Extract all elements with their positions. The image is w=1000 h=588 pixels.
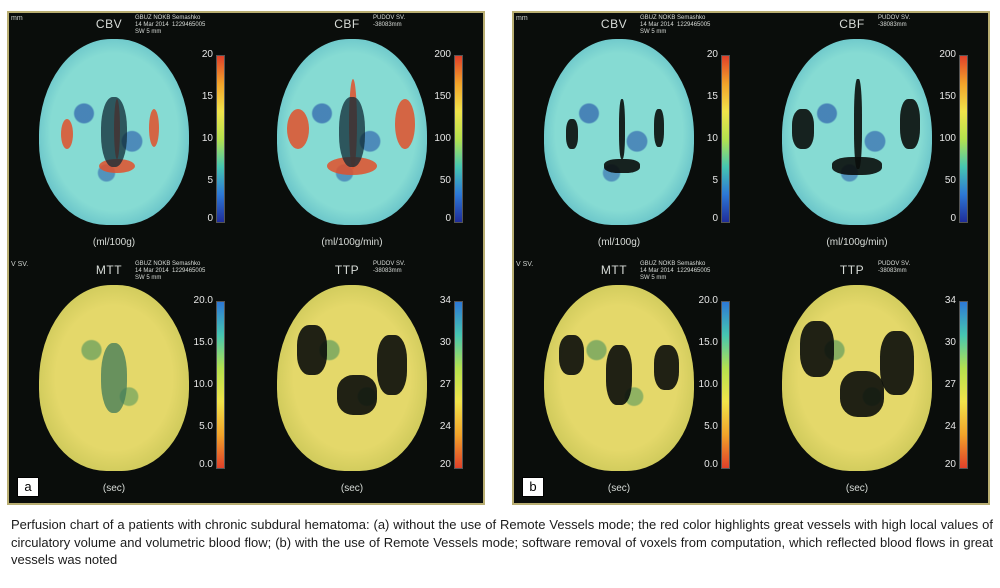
- map-title: CBV: [95, 17, 123, 31]
- scale-tick: 34: [944, 295, 956, 306]
- mtt-map-b: V SV. MTT GBUZ NOKB Semashko 14 Mar 2014…: [514, 259, 752, 503]
- cbf-map-a: CBF PUDOV SV. -38083mm 200 150 100 50 0 …: [247, 13, 483, 257]
- scale-tick: 34: [439, 295, 451, 306]
- brain-scan-image: [782, 285, 932, 471]
- map-metadata: PUDOV SV. -38083mm: [878, 261, 911, 274]
- edge-fragment-mid: V SV.: [11, 261, 29, 268]
- figure-panel-a: mm CBV GBUZ NOKB Semashko 14 Mar 2014 12…: [7, 11, 485, 505]
- color-scale-bar: [216, 55, 225, 223]
- scale-tick: 20: [439, 459, 451, 470]
- figure-panel-b: mm CBV GBUZ NOKB Semashko 14 Mar 2014 12…: [512, 11, 990, 505]
- color-scale-bar: [959, 301, 968, 469]
- scale-tick: 5.0: [199, 421, 213, 432]
- scale-tick: 10.0: [698, 379, 718, 390]
- map-unit-label: (sec): [102, 483, 126, 494]
- scale-tick: 0: [445, 213, 451, 224]
- scale-tick: 10: [706, 133, 718, 144]
- scale-tick: 10: [201, 133, 213, 144]
- scale-tick: 10.0: [193, 379, 213, 390]
- scale-tick: 0.0: [704, 459, 718, 470]
- map-title: MTT: [95, 263, 123, 277]
- scale-tick: 0: [712, 213, 718, 224]
- scale-tick: 0: [950, 213, 956, 224]
- map-metadata: PUDOV SV. -38083mm: [878, 15, 911, 28]
- map-unit-label: (sec): [607, 483, 631, 494]
- scale-tick: 15.0: [698, 337, 718, 348]
- edge-fragment-top: mm: [11, 15, 23, 22]
- scale-tick: 27: [944, 379, 956, 390]
- brain-scan-image: [544, 39, 694, 225]
- cbv-map-a: CBV GBUZ NOKB Semashko 14 Mar 2014 12294…: [9, 13, 247, 257]
- scale-tick: 20: [706, 49, 718, 60]
- scale-tick: 5: [712, 175, 718, 186]
- figure-caption: Perfusion chart of a patients with chron…: [11, 517, 993, 567]
- brain-scan-image: [39, 285, 189, 471]
- brain-scan-image: [39, 39, 189, 225]
- scale-tick: 200: [939, 49, 956, 60]
- scale-tick: 15: [201, 91, 213, 102]
- scale-tick: 20: [201, 49, 213, 60]
- color-scale-bar: [454, 301, 463, 469]
- edge-fragment-top: mm: [516, 15, 528, 22]
- scale-tick: 30: [944, 337, 956, 348]
- scale-tick: 5.0: [704, 421, 718, 432]
- scale-tick: 150: [434, 91, 451, 102]
- color-scale-bar: [216, 301, 225, 469]
- map-metadata: GBUZ NOKB Semashko 14 Mar 2014 122946500…: [640, 15, 711, 35]
- panel-label: a: [17, 477, 39, 497]
- scale-tick: 24: [944, 421, 956, 432]
- map-metadata: PUDOV SV. -38083mm: [373, 261, 406, 274]
- map-metadata: GBUZ NOKB Semashko 14 Mar 2014 122946500…: [640, 261, 711, 281]
- scale-tick: 20: [944, 459, 956, 470]
- brain-scan-image: [277, 39, 427, 225]
- scale-tick: 20.0: [193, 295, 213, 306]
- map-title: CBF: [839, 17, 865, 31]
- map-unit-label: (ml/100g): [92, 237, 136, 248]
- color-scale-bar: [959, 55, 968, 223]
- brain-scan-image: [277, 285, 427, 471]
- scale-tick: 15: [706, 91, 718, 102]
- color-scale-bar: [721, 55, 730, 223]
- mtt-map-a: V SV. MTT GBUZ NOKB Semashko 14 Mar 2014…: [9, 259, 247, 503]
- map-unit-label: (ml/100g/min): [321, 237, 383, 248]
- ttp-map-a: TTP PUDOV SV. -38083mm 34 30 27 24 20 (s…: [247, 259, 483, 503]
- scale-tick: 50: [944, 175, 956, 186]
- map-metadata: PUDOV SV. -38083mm: [373, 15, 406, 28]
- map-title: TTP: [839, 263, 865, 277]
- scale-tick: 5: [207, 175, 213, 186]
- map-metadata: GBUZ NOKB Semashko 14 Mar 2014 122946500…: [135, 261, 206, 281]
- scale-tick: 0: [207, 213, 213, 224]
- scale-tick: 200: [434, 49, 451, 60]
- color-scale-bar: [721, 301, 730, 469]
- scale-tick: 20.0: [698, 295, 718, 306]
- scale-tick: 24: [439, 421, 451, 432]
- map-unit-label: (ml/100g/min): [826, 237, 888, 248]
- scale-tick: 30: [439, 337, 451, 348]
- edge-fragment-mid: V SV.: [516, 261, 534, 268]
- map-metadata: GBUZ NOKB Semashko 14 Mar 2014 122946500…: [135, 15, 206, 35]
- scale-tick: 50: [439, 175, 451, 186]
- map-unit-label: (ml/100g): [597, 237, 641, 248]
- brain-scan-image: [782, 39, 932, 225]
- map-title: CBV: [600, 17, 628, 31]
- brain-scan-image: [544, 285, 694, 471]
- scale-tick: 27: [439, 379, 451, 390]
- scale-tick: 15.0: [193, 337, 213, 348]
- map-title: CBF: [334, 17, 360, 31]
- scale-tick: 100: [434, 133, 451, 144]
- ttp-map-b: TTP PUDOV SV. -38083mm 34 30 27 24 20 (s…: [752, 259, 988, 503]
- scale-tick: 0.0: [199, 459, 213, 470]
- scale-tick: 100: [939, 133, 956, 144]
- scale-tick: 150: [939, 91, 956, 102]
- map-unit-label: (sec): [845, 483, 869, 494]
- color-scale-bar: [454, 55, 463, 223]
- map-unit-label: (sec): [340, 483, 364, 494]
- cbf-map-b: CBF PUDOV SV. -38083mm 200 150 100 50 0 …: [752, 13, 988, 257]
- map-title: TTP: [334, 263, 360, 277]
- map-title: MTT: [600, 263, 628, 277]
- cbv-map-b: CBV GBUZ NOKB Semashko 14 Mar 2014 12294…: [514, 13, 752, 257]
- panel-label: b: [522, 477, 544, 497]
